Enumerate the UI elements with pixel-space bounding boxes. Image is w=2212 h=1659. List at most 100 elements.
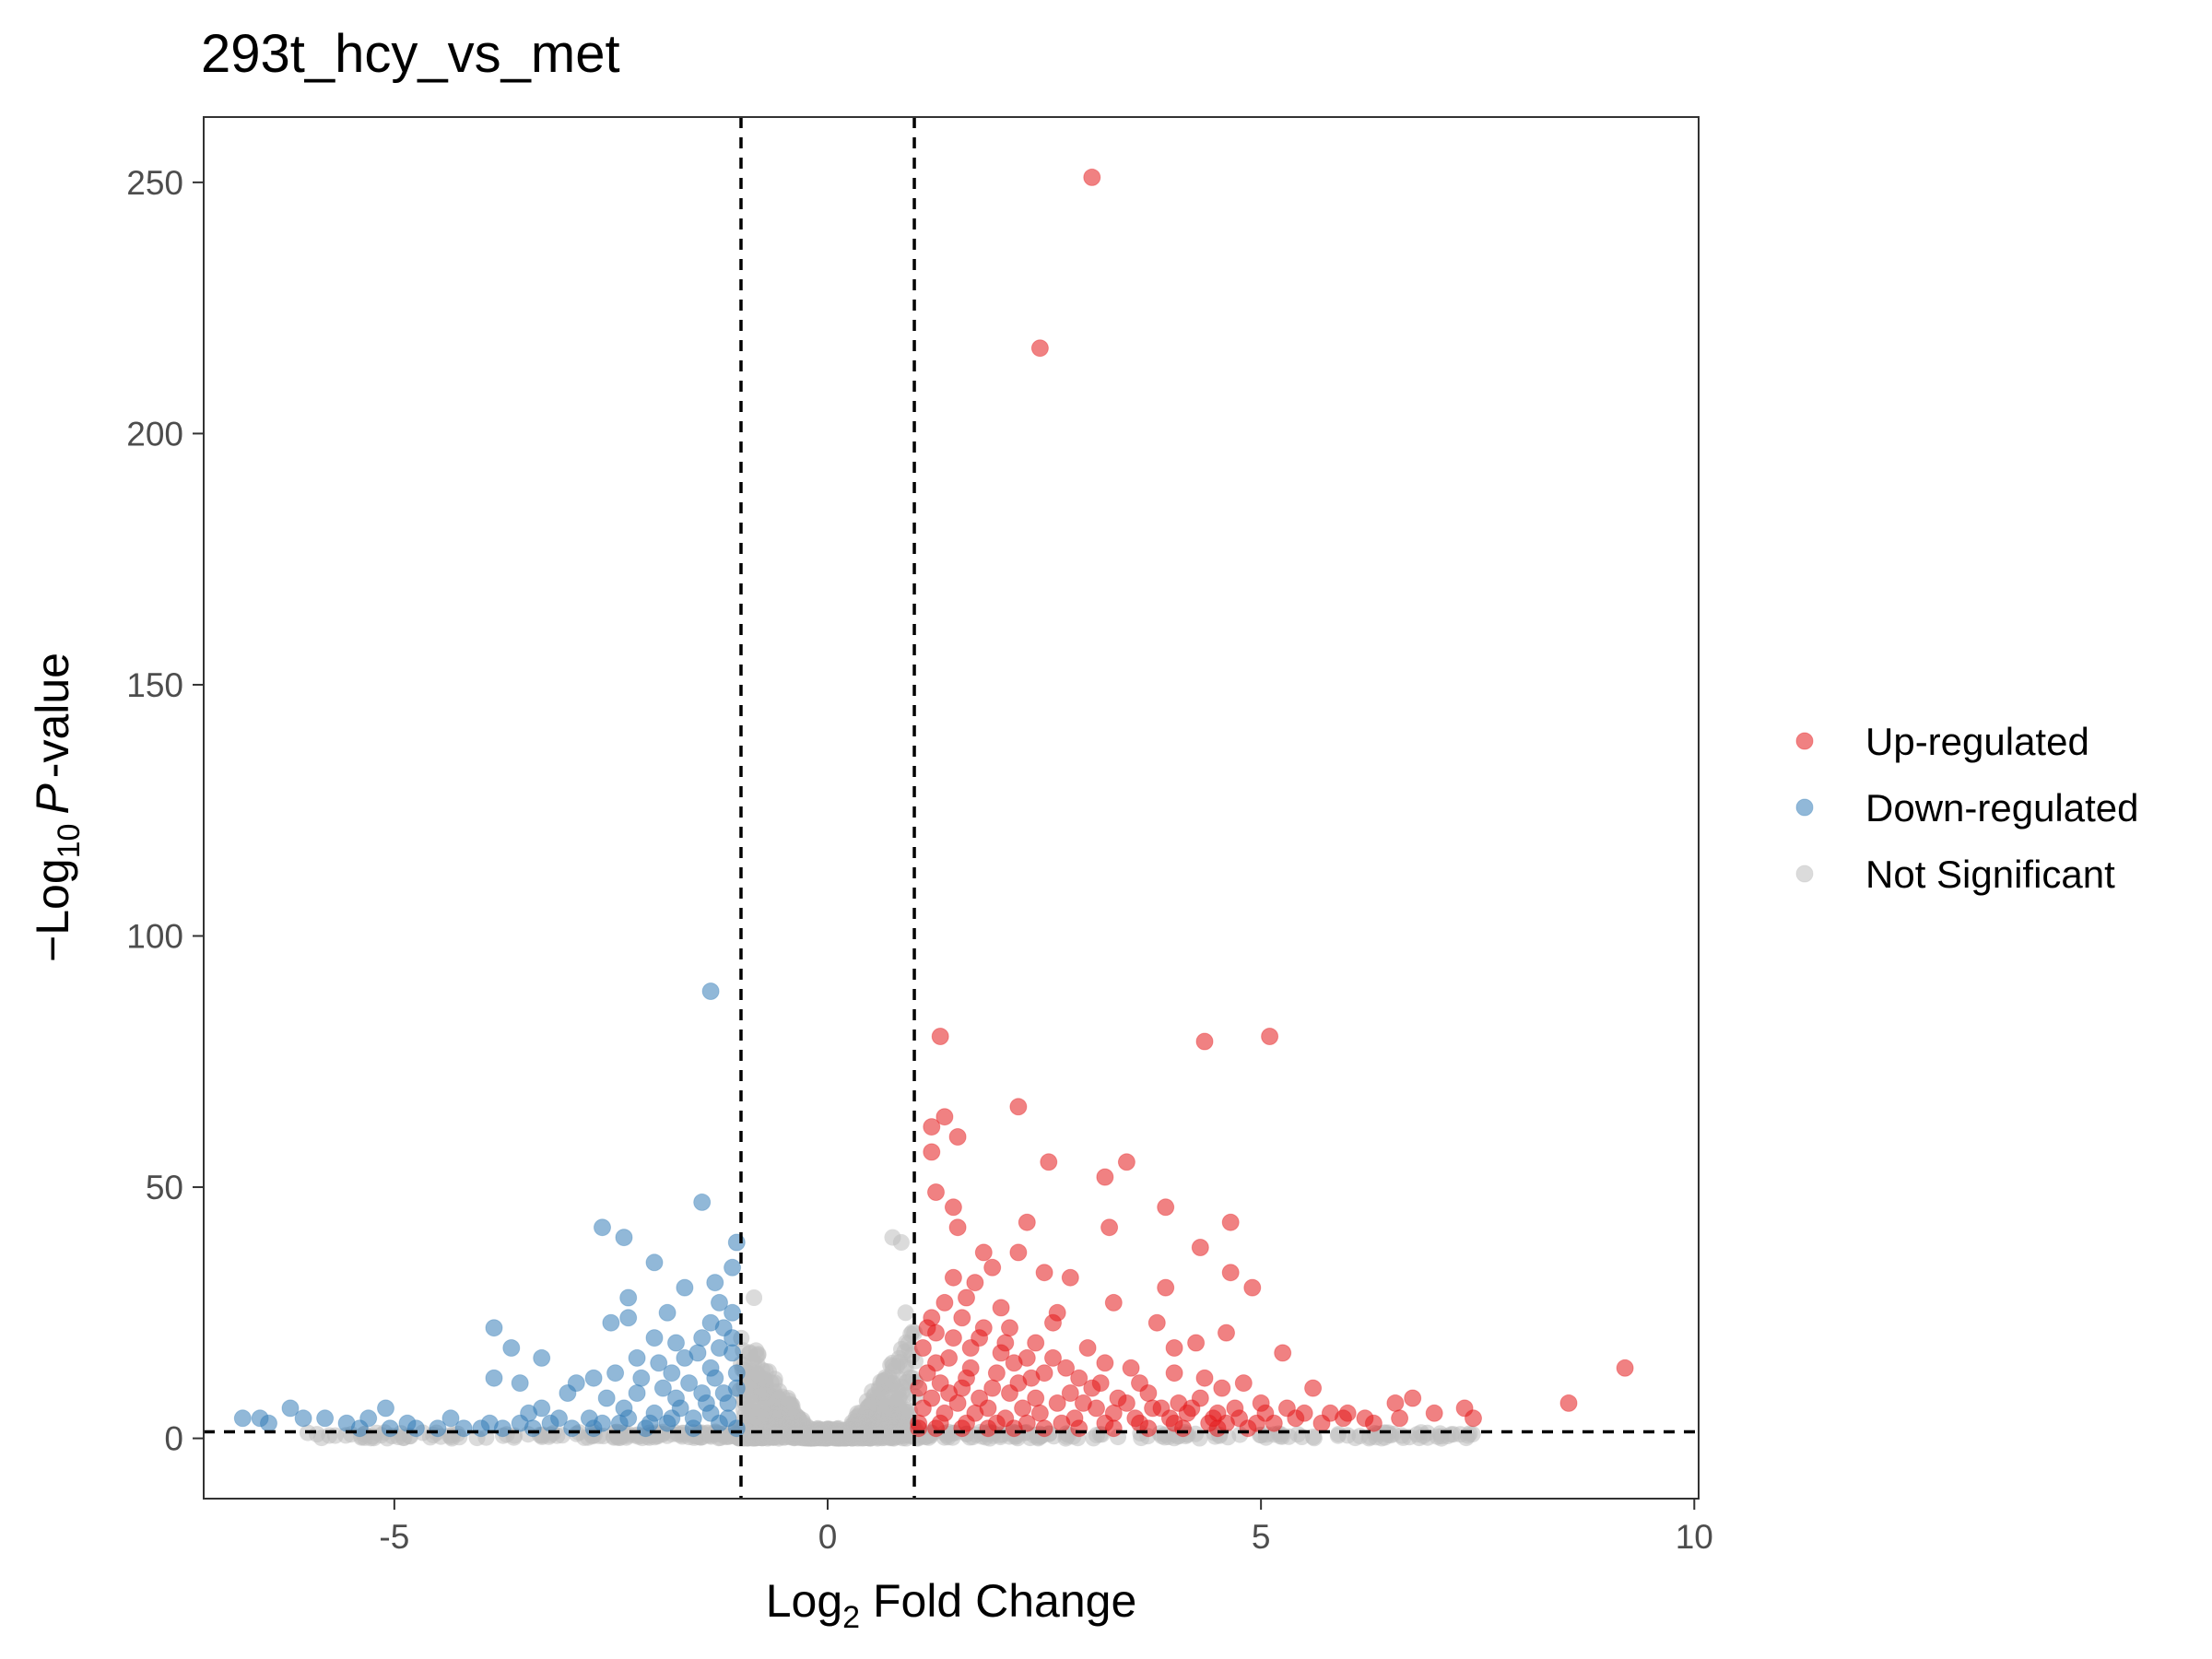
x-axis-title-prefix: Log	[766, 1575, 842, 1627]
ns-point	[395, 1429, 413, 1446]
up-point	[1096, 1168, 1114, 1186]
up-point	[1022, 1369, 1041, 1387]
up-point	[1165, 1364, 1183, 1382]
up-point	[1312, 1414, 1331, 1432]
down-point	[693, 1384, 712, 1402]
down-point	[663, 1364, 681, 1382]
down-point	[628, 1348, 646, 1367]
up-point	[1117, 1153, 1135, 1171]
up-point	[1139, 1384, 1158, 1402]
down-point	[619, 1409, 638, 1428]
up-point	[923, 1118, 941, 1136]
down-point	[377, 1399, 394, 1418]
up-point	[1009, 1098, 1028, 1116]
down-point	[641, 1414, 659, 1432]
up-point	[1091, 1374, 1110, 1393]
x-axis-title-rest: Fold Change	[860, 1575, 1136, 1627]
up-point	[1057, 1359, 1076, 1377]
legend-label-ns: Not Significant	[1865, 853, 2115, 896]
up-point	[1157, 1278, 1175, 1297]
up-point	[1239, 1419, 1257, 1438]
up-point	[944, 1268, 962, 1287]
ns-point	[895, 1403, 912, 1420]
up-point	[971, 1389, 989, 1407]
down-point	[645, 1253, 664, 1272]
up-point	[1104, 1419, 1123, 1438]
x-tick-label: -5	[379, 1518, 409, 1556]
up-point	[927, 1183, 945, 1201]
down-point	[597, 1389, 616, 1407]
y-tick-label: 250	[126, 164, 183, 202]
up-point	[1304, 1379, 1323, 1397]
down-point	[251, 1409, 269, 1428]
down-point	[714, 1384, 733, 1402]
down-point	[667, 1334, 685, 1352]
down-point	[233, 1409, 252, 1428]
up-point	[1009, 1243, 1028, 1262]
up-point	[1559, 1394, 1578, 1412]
up-point	[923, 1143, 941, 1161]
ns-point	[856, 1424, 874, 1441]
up-point	[1048, 1394, 1066, 1412]
ns-point	[753, 1382, 771, 1399]
up-point	[1104, 1293, 1123, 1312]
up-point	[931, 1028, 949, 1045]
down-point	[350, 1419, 369, 1438]
up-point	[1616, 1359, 1634, 1377]
x-axis-title: Log2 Fold Change	[766, 1575, 1137, 1635]
down-point	[724, 1258, 742, 1277]
up-point	[1208, 1404, 1227, 1422]
y-axis-title-subscript: 10	[52, 824, 87, 859]
up-point	[996, 1334, 1015, 1352]
up-point	[923, 1389, 941, 1407]
down-point	[559, 1384, 577, 1402]
down-point	[485, 1319, 503, 1337]
down-point	[493, 1419, 512, 1438]
up-point	[1152, 1399, 1171, 1418]
up-point	[1234, 1374, 1253, 1393]
up-point	[1005, 1419, 1023, 1438]
y-tick-label: 50	[146, 1169, 183, 1206]
down-point	[472, 1419, 490, 1438]
down-point	[606, 1364, 625, 1382]
ns-point	[365, 1430, 382, 1447]
down-point	[628, 1384, 646, 1402]
down-point	[441, 1409, 460, 1428]
up-point	[1425, 1404, 1443, 1422]
chart-title: 293t_hcy_vs_met	[201, 24, 620, 84]
up-point	[1195, 1032, 1214, 1051]
ns-point	[1329, 1427, 1347, 1444]
up-point	[958, 1288, 975, 1307]
down-point	[594, 1218, 611, 1237]
down-point	[584, 1369, 603, 1387]
up-point	[927, 1354, 945, 1372]
ns-point	[884, 1354, 901, 1371]
up-point	[1122, 1359, 1140, 1377]
up-point	[1078, 1339, 1097, 1357]
down-point	[485, 1369, 503, 1387]
up-point	[987, 1364, 1006, 1382]
up-point	[1221, 1264, 1240, 1282]
down-point	[693, 1329, 712, 1347]
up-point	[1157, 1198, 1175, 1217]
ns-point	[1021, 1430, 1039, 1447]
up-point	[1147, 1313, 1166, 1332]
down-point	[676, 1278, 694, 1297]
x-axis: -5 0 5 10	[379, 1499, 1713, 1556]
down-point	[688, 1344, 707, 1362]
up-point	[1364, 1414, 1382, 1432]
down-point	[658, 1303, 677, 1322]
y-axis-title-prefix: −Log	[27, 858, 78, 962]
up-point	[1001, 1384, 1018, 1402]
down-point	[667, 1389, 685, 1407]
up-point	[1261, 1028, 1279, 1045]
up-point	[1174, 1419, 1192, 1438]
up-point	[1187, 1334, 1206, 1352]
down-point	[701, 982, 720, 1000]
up-point	[1335, 1409, 1352, 1428]
up-point	[1096, 1354, 1114, 1372]
down-point	[511, 1374, 529, 1393]
down-point	[706, 1369, 724, 1387]
plot-panel	[204, 117, 1699, 1499]
